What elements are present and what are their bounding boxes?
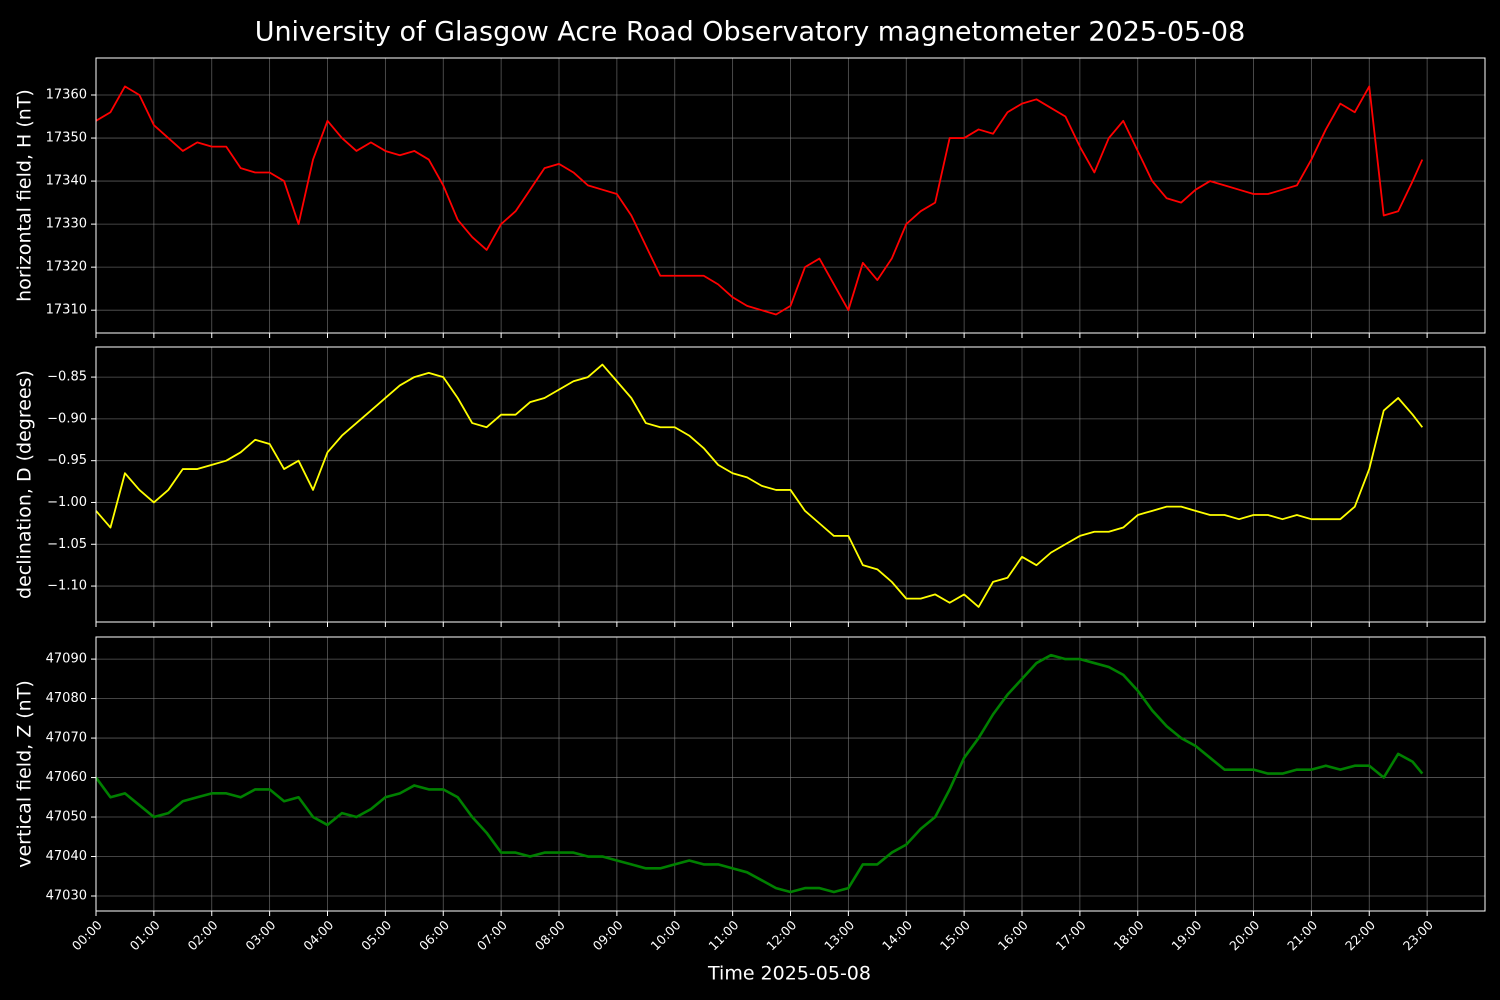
y-tick-label: 17330 — [46, 217, 87, 232]
x-axis-label: Time 2025-05-08 — [707, 963, 871, 985]
y-tick-label: −1.05 — [47, 537, 87, 552]
y-tick-label: 47050 — [46, 810, 87, 825]
y-tick-label: 47040 — [46, 849, 87, 864]
y-tick-label: 47090 — [46, 652, 87, 667]
y-tick-label: 17310 — [46, 303, 87, 318]
data-line — [94, 653, 1424, 894]
y-tick-label: 17340 — [46, 174, 87, 189]
y-tick-label: −1.10 — [47, 579, 87, 594]
data-line — [95, 363, 1424, 608]
plot-frame — [95, 636, 1486, 912]
y-tick-label: −0.95 — [47, 453, 87, 468]
y-tick-label: −0.90 — [47, 411, 87, 426]
y-axis-label: horizontal field, H (nT) — [14, 89, 36, 302]
y-tick-label: 47080 — [46, 691, 87, 706]
plot-frame — [95, 346, 1486, 623]
data-line — [95, 85, 1424, 316]
y-tick-label: 17320 — [46, 260, 87, 275]
y-tick-label: 17350 — [46, 131, 87, 146]
y-tick-label: 47070 — [46, 731, 87, 746]
y-tick-label: 47030 — [46, 888, 87, 903]
y-axis-label: vertical field, Z (nT) — [14, 680, 36, 868]
figure-title: University of Glasgow Acre Road Observat… — [255, 17, 1246, 48]
y-tick-label: 17360 — [46, 88, 87, 103]
y-tick-label: −1.00 — [47, 495, 87, 510]
y-axis-label: declination, D (degrees) — [14, 370, 36, 599]
plot-frame — [95, 57, 1486, 334]
y-tick-label: −0.85 — [47, 370, 87, 385]
y-tick-label: 47060 — [46, 770, 87, 785]
